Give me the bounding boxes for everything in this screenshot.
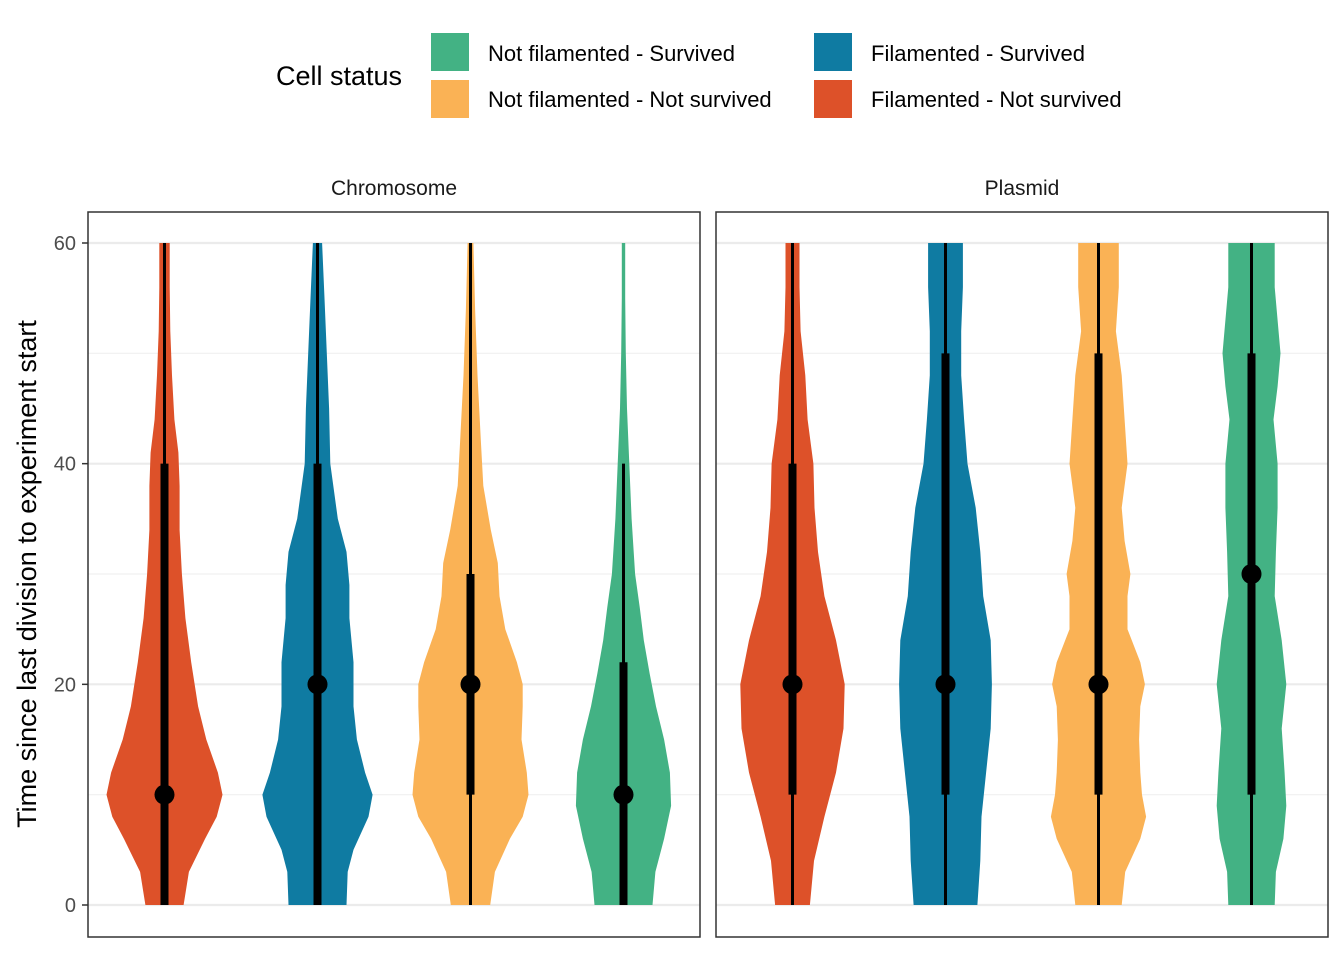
violin-group <box>575 243 672 905</box>
plot-area: 0 20 40 60 <box>54 211 1329 938</box>
facet-panel-chromosome <box>87 211 701 938</box>
violin-group <box>412 243 529 905</box>
legend-swatch-filamented-not-survived <box>814 80 852 118</box>
facet-title-plasmid: Plasmid <box>985 177 1060 200</box>
legend: Cell status Not filamented - Survived No… <box>276 33 1122 118</box>
y-tick-label: 40 <box>54 454 76 476</box>
panel-border <box>87 211 701 938</box>
median-point <box>935 674 956 695</box>
panel-border <box>715 211 1329 938</box>
facet-title-chromosome: Chromosome <box>331 177 457 200</box>
y-axis-title: Time since last division to experiment s… <box>12 320 42 828</box>
legend-swatch-not-filamented-not-survived <box>431 80 469 118</box>
median-point <box>307 674 328 695</box>
legend-label-not-filamented-survived: Not filamented - Survived <box>488 41 735 66</box>
median-point <box>782 674 803 695</box>
violin-group <box>106 243 223 905</box>
y-tick-label: 60 <box>54 233 76 255</box>
median-point <box>613 784 634 805</box>
legend-label-filamented-survived: Filamented - Survived <box>871 41 1085 66</box>
legend-label-filamented-not-survived: Filamented - Not survived <box>871 87 1122 112</box>
median-point <box>154 784 175 805</box>
violin-group <box>899 243 992 905</box>
y-tick-label: 20 <box>54 674 76 696</box>
y-tick-label: 0 <box>65 895 76 917</box>
violin-group <box>740 243 845 905</box>
violin-group <box>1216 243 1287 905</box>
legend-title: Cell status <box>276 61 402 91</box>
legend-swatch-not-filamented-survived <box>431 33 469 71</box>
median-point <box>460 674 481 695</box>
legend-label-not-filamented-not-survived: Not filamented - Not survived <box>488 87 772 112</box>
violin-group <box>1050 243 1147 905</box>
facet-panel-plasmid <box>715 211 1329 938</box>
legend-swatch-filamented-survived <box>814 33 852 71</box>
median-point <box>1241 564 1262 584</box>
violin-group <box>262 243 373 905</box>
median-point <box>1088 674 1109 695</box>
